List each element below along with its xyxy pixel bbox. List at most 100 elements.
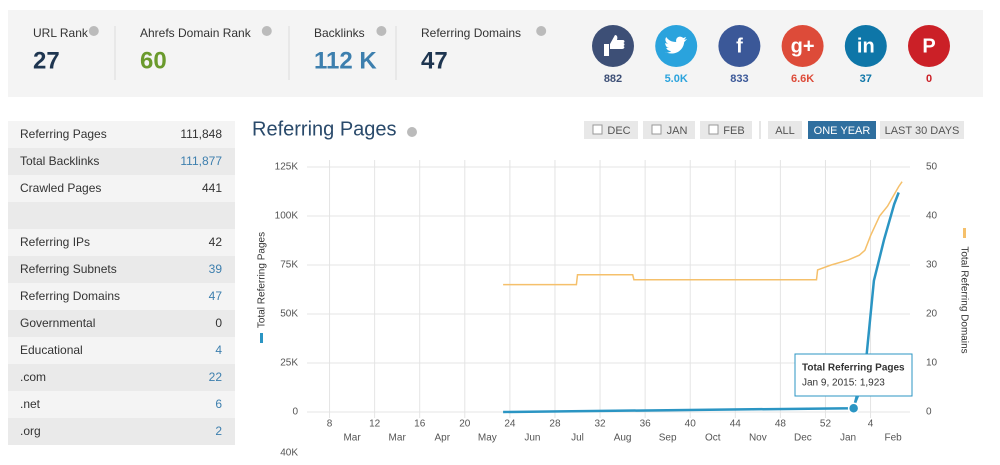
table-row	[8, 283, 235, 310]
info-icon	[407, 127, 417, 137]
month-label: May	[478, 433, 497, 444]
x-tick-label: 4	[868, 419, 874, 430]
filter-label: LAST 30 DAYS	[885, 125, 960, 137]
checkbox[interactable]	[651, 124, 662, 135]
x-tick-label: 52	[820, 419, 832, 430]
x-tick-label: 24	[504, 419, 516, 430]
point-marker	[847, 402, 860, 414]
filter-button[interactable]	[768, 121, 802, 139]
social-icon[interactable]	[908, 25, 950, 67]
filter-button[interactable]	[808, 121, 876, 139]
month-label: Oct	[705, 433, 721, 444]
chart-title: Referring Pages	[252, 118, 397, 140]
info-icon	[536, 26, 547, 36]
filter-button[interactable]	[880, 121, 964, 139]
x-tick-label: 44	[730, 419, 742, 430]
filter-label: ONE YEAR	[814, 125, 871, 137]
row-label: .net	[20, 397, 41, 411]
y-axis-title: Total Referring Pages	[257, 232, 268, 328]
x-tick-label: 20	[459, 419, 471, 430]
y-tick-label: 100K	[275, 211, 299, 222]
social-icon[interactable]	[718, 25, 761, 67]
y2-tick-label: 50	[926, 162, 938, 173]
table-row	[8, 256, 235, 283]
row-label: Referring Domains	[20, 289, 120, 303]
icon-glyph: g+	[791, 35, 815, 57]
month-label: Apr	[434, 433, 450, 444]
y-tick-label: 125K	[275, 162, 299, 173]
row-value: 2	[215, 424, 222, 438]
stat-label: Backlinks	[314, 26, 365, 40]
row-label: Governmental	[20, 316, 95, 330]
icon-glyph: f	[736, 35, 743, 57]
social-count: 882	[604, 73, 622, 85]
y2-tick-label: 30	[926, 260, 938, 271]
month-label: Sep	[659, 433, 677, 444]
row-value: 111,848	[180, 127, 222, 141]
row-value: 441	[202, 181, 222, 195]
stat-value: 112 K	[314, 47, 377, 74]
info-icon	[376, 26, 387, 36]
row-value: 0	[215, 316, 222, 330]
x-tick-label: 16	[414, 419, 426, 430]
social-count: 0	[926, 73, 932, 85]
row-label: Referring Pages	[20, 127, 107, 141]
row-label: .com	[20, 370, 46, 384]
x-tick-label: 36	[640, 419, 652, 430]
table-row	[8, 148, 235, 175]
row-value: 42	[209, 235, 223, 249]
checkbox[interactable]	[592, 124, 603, 135]
social-count: 6.6K	[791, 73, 814, 85]
checkbox[interactable]	[708, 124, 719, 135]
x-tick-label: 48	[775, 419, 787, 430]
social-icon[interactable]	[844, 25, 887, 67]
y-tick-label: 50K	[280, 309, 298, 320]
table-row	[8, 175, 235, 202]
tooltip-text: Jan 9, 2015: 1,923	[802, 378, 885, 389]
month-label: Feb	[884, 433, 902, 444]
month-label: Jan	[840, 433, 856, 444]
tooltip-title: Total Referring Pages	[802, 363, 905, 374]
social-count: 37	[860, 73, 872, 85]
row-value: 111,877	[180, 154, 222, 168]
info-icon	[261, 26, 272, 36]
table-row	[8, 418, 235, 445]
row-value: 39	[209, 262, 223, 276]
info-icon	[88, 26, 99, 36]
month-label: Mar	[389, 433, 407, 444]
row-label: Referring IPs	[20, 235, 90, 249]
series-line	[503, 181, 903, 286]
table-row	[8, 121, 235, 148]
row-label: Total Backlinks	[20, 154, 99, 168]
y2-axis-title: Total Referring Domains	[958, 246, 969, 353]
thumb-glyph	[604, 35, 625, 56]
filter-label: JAN	[667, 125, 688, 137]
row-label: Crawled Pages	[20, 181, 101, 195]
filter-label: DEC	[607, 125, 630, 137]
social-count: 5.0K	[665, 73, 688, 85]
stat-label: URL Rank	[33, 26, 89, 40]
bird-glyph	[665, 36, 688, 54]
stat-value: 47	[421, 47, 448, 74]
x-tick-label: 40	[685, 419, 697, 430]
row-value: 6	[215, 397, 222, 411]
y2-tick-label: 0	[926, 407, 932, 418]
row-value: 47	[209, 289, 223, 303]
month-label: Aug	[614, 433, 632, 444]
row-label: Referring Subnets	[20, 262, 117, 276]
x-tick-label: 12	[369, 419, 381, 430]
table-row	[8, 229, 235, 256]
social-icon[interactable]	[781, 25, 824, 67]
legend-swatch	[963, 228, 966, 238]
x-tick-label: 8	[327, 419, 333, 430]
y-tick-label: 25K	[280, 358, 298, 369]
clipped-label: 40K	[280, 448, 298, 459]
x-tick-label: 32	[594, 419, 606, 430]
row-label: .org	[20, 424, 41, 438]
stat-label: Ahrefs Domain Rank	[140, 26, 252, 40]
stat-value: 60	[140, 47, 167, 74]
row-value: 22	[209, 370, 223, 384]
y-tick-label: 0	[292, 407, 298, 418]
